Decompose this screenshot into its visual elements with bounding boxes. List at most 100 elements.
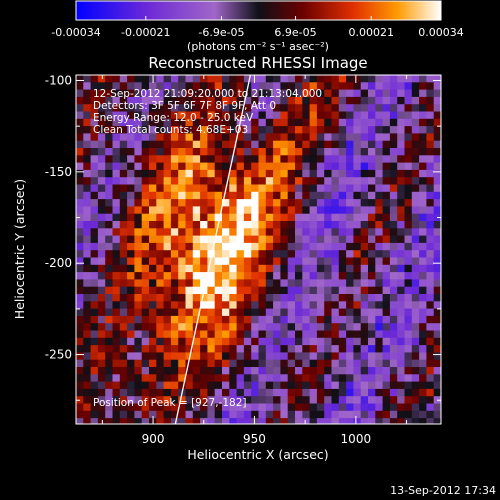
heatmap-cell [90, 118, 99, 127]
heatmap-cell [207, 301, 216, 309]
heatmap-cell [192, 374, 201, 382]
heatmap-cell [404, 323, 413, 331]
heatmap-cell [105, 242, 113, 251]
heatmap-cell [287, 191, 296, 200]
heatmap-cell [222, 301, 230, 309]
heatmap-cell [185, 169, 194, 178]
heatmap-cell [280, 206, 289, 215]
heatmap-cell [404, 89, 413, 98]
heatmap-cell [426, 82, 435, 90]
heatmap-cell [112, 111, 121, 120]
heatmap-cell [76, 133, 84, 142]
heatmap-cell [338, 184, 347, 193]
heatmap-cell [265, 235, 274, 244]
heatmap-cell [419, 301, 427, 309]
heatmap-cell [309, 286, 318, 295]
y-tick-label: -150 [45, 165, 72, 179]
heatmap-cell [90, 250, 99, 258]
heatmap-cell [273, 301, 281, 309]
heatmap-cell [236, 228, 245, 236]
heatmap-cell [134, 264, 143, 273]
heatmap-cell [207, 264, 216, 273]
heatmap-cell [185, 294, 194, 302]
heatmap-cell [375, 308, 383, 317]
heatmap-cell [207, 235, 216, 244]
heatmap-cell [112, 286, 121, 295]
heatmap-cell [353, 367, 362, 375]
heatmap-cell [156, 381, 164, 390]
heatmap-cell [83, 242, 91, 251]
heatmap-cell [295, 286, 303, 295]
heatmap-cell [382, 213, 391, 222]
heatmap-cell [178, 75, 186, 83]
heatmap-cell [411, 359, 420, 368]
heatmap-cell [105, 301, 113, 309]
heatmap-cell [426, 381, 435, 390]
heatmap-cell [83, 140, 91, 149]
heatmap-cell [324, 345, 332, 353]
heatmap-cell [214, 126, 223, 134]
annotation-detectors: Detectors: 3F 5F 6F 7F 8F 9F, Att 0 [93, 100, 276, 112]
heatmap-cell [134, 410, 143, 419]
heatmap-cell [287, 169, 296, 178]
heatmap-cell [324, 140, 332, 149]
heatmap-cell [127, 206, 135, 215]
heatmap-cell [419, 89, 427, 98]
heatmap-cell [207, 367, 216, 375]
heatmap-cell [127, 410, 135, 419]
heatmap-cell [83, 221, 91, 229]
heatmap-cell [302, 89, 310, 98]
heatmap-cell [309, 323, 318, 331]
heatmap-cell [251, 301, 259, 309]
heatmap-cell [229, 162, 237, 171]
heatmap-cell [141, 177, 150, 185]
heatmap-cell [200, 169, 208, 178]
heatmap-cell [426, 410, 435, 419]
heatmap-cell [200, 323, 208, 331]
heatmap-cell [207, 308, 216, 317]
heatmap-cell [170, 403, 179, 412]
heatmap-cell [360, 82, 369, 90]
heatmap-cell [338, 264, 347, 273]
heatmap-cell [192, 221, 201, 229]
heatmap-cell [338, 89, 347, 98]
heatmap-cell [353, 148, 362, 156]
heatmap-cell [375, 264, 383, 273]
heatmap-cell [346, 184, 354, 193]
heatmap-cell [309, 126, 318, 134]
heatmap-cell [382, 82, 391, 90]
heatmap-cell [295, 162, 303, 171]
heatmap-cell [76, 191, 84, 200]
heatmap-cell [119, 337, 128, 346]
heatmap-cell [112, 206, 121, 215]
heatmap-cell [382, 272, 391, 280]
heatmap-cell [214, 148, 223, 156]
heatmap-cell [397, 410, 405, 419]
heatmap-cell [265, 162, 274, 171]
heatmap-cell [156, 264, 164, 273]
heatmap-cell [316, 257, 325, 266]
heatmap-cell [163, 337, 172, 346]
heatmap-cell [375, 418, 383, 424]
heatmap-cell [346, 199, 354, 207]
heatmap-cell [265, 155, 274, 163]
heatmap-cell [316, 228, 325, 236]
heatmap-cell [353, 403, 362, 412]
heatmap-cell [156, 162, 164, 171]
heatmap-cell [76, 279, 84, 288]
heatmap-cell [207, 272, 216, 280]
heatmap-cell [287, 286, 296, 295]
heatmap-cell [389, 381, 398, 390]
heatmap-cell [134, 367, 143, 375]
heatmap-cell [200, 403, 208, 412]
heatmap-cell [214, 337, 223, 346]
heatmap-cell [156, 133, 164, 142]
heatmap-cell [243, 118, 252, 127]
heatmap-cell [426, 75, 435, 83]
heatmap-cell [295, 301, 303, 309]
heatmap-cell [90, 367, 99, 375]
heatmap-cell [404, 374, 413, 382]
heatmap-cell [265, 242, 274, 251]
heatmap-cell [265, 301, 274, 309]
